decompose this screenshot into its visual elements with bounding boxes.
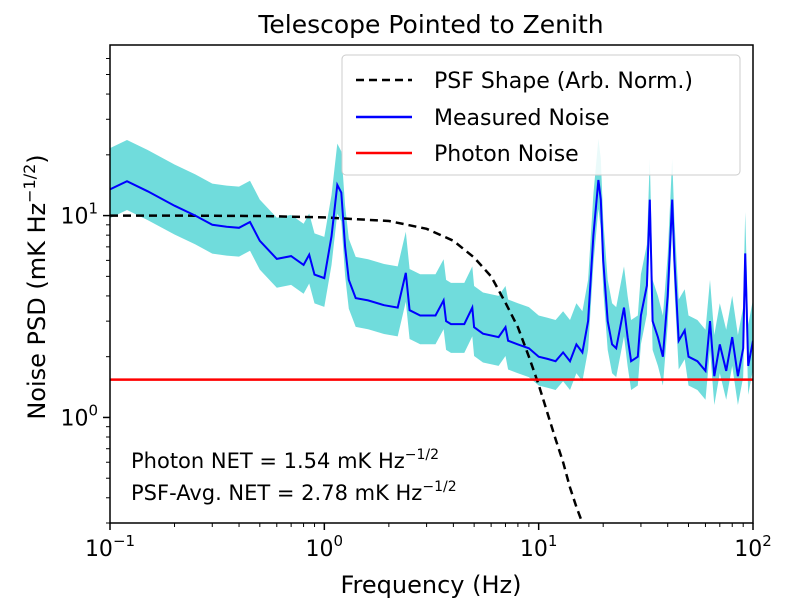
x-tick-label: 10−1 [85,532,135,562]
psf-shape-line [110,214,584,523]
noise-uncertainty-band [110,138,753,406]
y-axis-ticks: 100 101 [60,58,110,524]
annotation-psf-avg-net: PSF-Avg. NET = 2.78 mK Hz−1/2 [131,479,457,505]
annotation-photon-net: Photon NET = 1.54 mK Hz−1/2 [131,447,439,473]
chart-title: Telescope Pointed to Zenith [257,10,603,39]
legend-box [341,54,741,176]
y-tick-label: 101 [60,200,98,230]
legend-label-measured: Measured Noise [434,106,609,131]
x-axis-label: Frequency (Hz) [341,571,522,599]
x-tick-label: 101 [520,532,558,562]
legend: PSF Shape (Arb. Norm.) Measured Noise Ph… [341,54,741,176]
measured-noise-line [110,179,753,377]
legend-label-psf: PSF Shape (Arb. Norm.) [434,69,693,94]
x-axis-ticks: 10−1 100 101 102 [85,523,772,562]
y-axis-label: Noise PSD (mK Hz−1/2) [20,154,51,419]
legend-label-photon: Photon Noise [434,142,579,167]
plot-area [110,138,753,523]
x-tick-label: 100 [306,532,344,562]
x-tick-label: 102 [734,532,772,562]
plot-frame [109,44,754,524]
y-tick-label: 100 [60,401,98,431]
